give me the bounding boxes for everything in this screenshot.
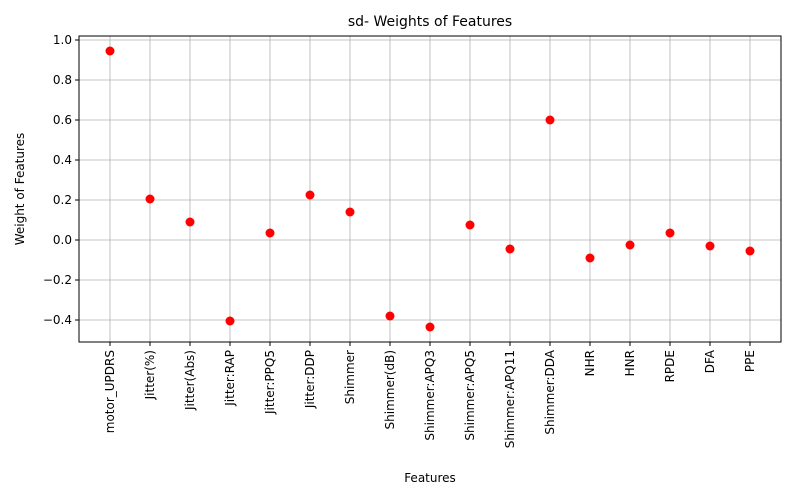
data-point bbox=[265, 228, 275, 238]
data-point bbox=[665, 228, 675, 238]
y-tick-label: 0.6 bbox=[53, 113, 72, 127]
x-tick-label: HNR bbox=[623, 350, 637, 376]
x-tick-label: Shimmer:APQ3 bbox=[423, 350, 437, 441]
x-tick-label: Jitter(%) bbox=[143, 350, 157, 400]
x-tick-label: Jitter:RAP bbox=[223, 350, 237, 407]
y-tick-label: 0.4 bbox=[53, 153, 72, 167]
data-point bbox=[185, 217, 195, 227]
x-tick-label: DFA bbox=[703, 349, 717, 373]
x-tick-label: Shimmer:APQ5 bbox=[463, 350, 477, 441]
x-tick-label: Jitter:DDP bbox=[303, 350, 317, 409]
data-point bbox=[505, 244, 515, 254]
data-point bbox=[145, 194, 155, 204]
y-tick-label: 0.8 bbox=[53, 73, 72, 87]
y-axis: 1.0 0.8 0.6 0.4 0.2 0.0 −0.2 −0.4 bbox=[43, 33, 79, 327]
data-point bbox=[545, 115, 555, 125]
grid-lines bbox=[79, 36, 781, 342]
data-point bbox=[345, 207, 355, 217]
x-tick-label: RPDE bbox=[663, 350, 677, 382]
data-point bbox=[385, 311, 395, 321]
data-point bbox=[465, 220, 475, 230]
y-tick-label: −0.2 bbox=[43, 273, 72, 287]
y-tick-label: 0.0 bbox=[53, 233, 72, 247]
data-point bbox=[105, 46, 115, 56]
x-tick-label: Shimmer:APQ11 bbox=[503, 350, 517, 448]
data-point bbox=[425, 322, 435, 332]
data-point bbox=[745, 246, 755, 256]
x-tick-label: PPE bbox=[743, 350, 757, 372]
x-tick-label: Jitter:PPQ5 bbox=[263, 350, 277, 415]
data-point bbox=[705, 241, 715, 251]
y-axis-label: Weight of Features bbox=[13, 133, 27, 246]
data-points bbox=[105, 46, 755, 332]
chart-title: sd- Weights of Features bbox=[348, 14, 512, 30]
data-point bbox=[585, 253, 595, 263]
x-axis: motor_UPDRS Jitter(%) Jitter(Abs) Jitter:RA… bbox=[103, 342, 757, 448]
y-tick-label: −0.4 bbox=[43, 313, 72, 327]
data-point bbox=[625, 240, 635, 250]
data-point bbox=[305, 190, 315, 200]
x-tick-label: Shimmer:DDA bbox=[543, 349, 557, 434]
y-tick-label: 1.0 bbox=[53, 33, 72, 47]
x-tick-label: motor_UPDRS bbox=[103, 350, 117, 433]
x-tick-label: Jitter(Abs) bbox=[183, 350, 197, 411]
x-tick-label: Shimmer(dB) bbox=[383, 350, 397, 429]
x-axis-label: Features bbox=[404, 471, 456, 485]
x-tick-label: Shimmer bbox=[343, 350, 357, 404]
x-tick-label: NHR bbox=[583, 350, 597, 376]
y-tick-label: 0.2 bbox=[53, 193, 72, 207]
data-point bbox=[225, 316, 235, 326]
